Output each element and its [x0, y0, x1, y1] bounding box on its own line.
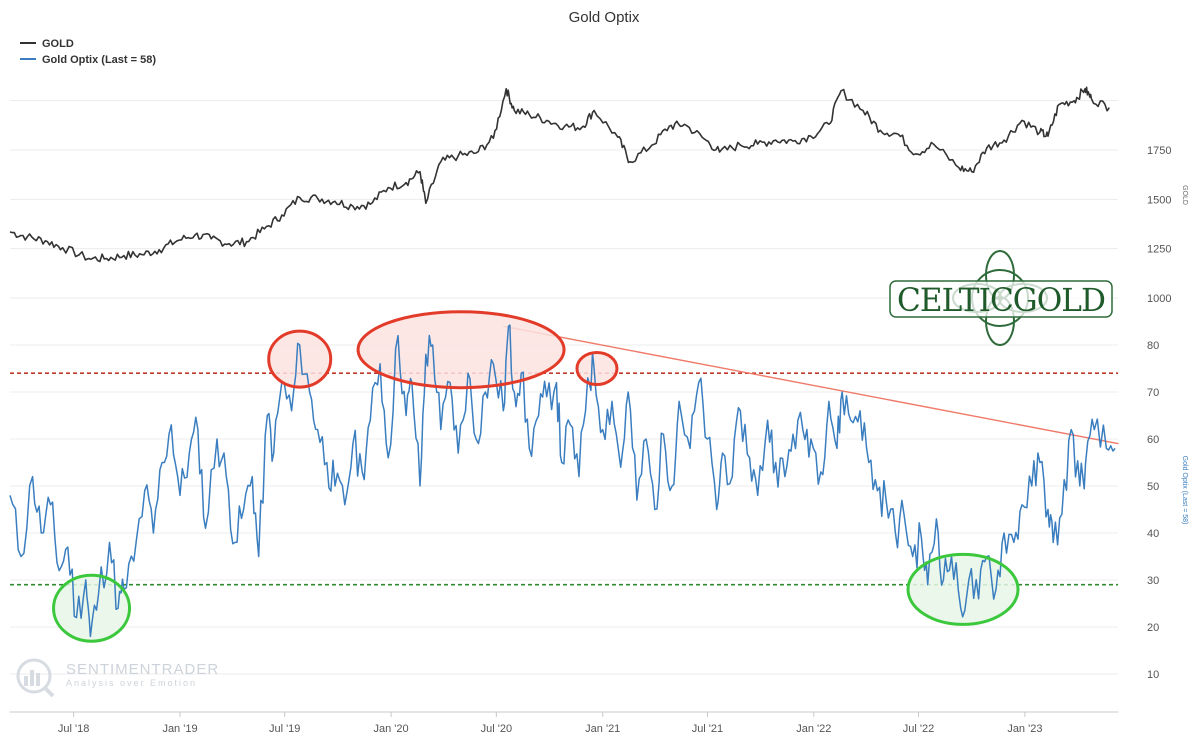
legend: GOLD Gold Optix (Last = 58): [20, 38, 156, 66]
grid-lines: [10, 100, 1118, 675]
x-tick-label: Jan '19: [162, 723, 197, 735]
watermark-logo-icon: [16, 658, 55, 698]
x-tick-label: Jan '20: [374, 723, 409, 735]
oversold-ellipse: [52, 573, 132, 643]
x-axis: Jul '18 Jan '19 Jul '19 Jan '20 Jul '20 Jan '…: [10, 711, 1118, 735]
legend-optix-label: Gold Optix (Last = 58): [42, 54, 156, 66]
optix-tick-label: 80: [1147, 340, 1159, 352]
gold-tick-label: 1000: [1147, 293, 1171, 305]
highlight-ellipse-outlines: [52, 310, 1020, 643]
gold-axis-title: GOLD: [1181, 185, 1188, 205]
overbought-ellipse: [356, 310, 566, 390]
gold-optix-line: [9, 324, 1116, 638]
optix-tick-label: 40: [1147, 528, 1159, 540]
optix-tick-label: 60: [1147, 434, 1159, 446]
watermark-brand: SENTIMENTRADER: [66, 661, 219, 678]
x-tick-label: Jul '21: [692, 723, 723, 735]
overbought-ellipse: [267, 329, 333, 389]
optix-tick-label: 70: [1147, 387, 1159, 399]
x-tick-label: Jul '20: [481, 723, 512, 735]
optix-tick-label: 50: [1147, 481, 1159, 493]
gold-tick-label: 1500: [1147, 194, 1171, 206]
gold-price-line: [9, 86, 1110, 263]
overbought-ellipse-fill: [358, 311, 565, 388]
gold-tick-label: 1250: [1147, 244, 1171, 256]
optix-tick-label: 20: [1147, 622, 1159, 634]
overbought-ellipse-fill: [268, 331, 331, 388]
trend-line: [503, 325, 1119, 445]
y-axis-ticks: 1000 1250 1500 1750 10 20 30 40 50 60 70 80: [1147, 145, 1171, 681]
resistance-trend-line: [503, 325, 1119, 445]
oversold-ellipse: [906, 552, 1020, 626]
x-tick-label: Jul '22: [903, 723, 934, 735]
watermark-tagline: Analysis over Emotion: [66, 678, 197, 688]
x-tick-label: Jan '22: [796, 723, 831, 735]
highlight-ellipse-fills: [53, 311, 1019, 642]
legend-gold-label: GOLD: [42, 38, 74, 50]
optix-axis-title: Gold Optix (Last = 58): [1181, 456, 1188, 525]
x-tick-label: Jan '21: [585, 723, 620, 735]
logo-text: CELTICGOLD: [897, 281, 1105, 319]
x-tick-label: Jan '23: [1007, 723, 1042, 735]
reference-lines: [10, 372, 1118, 586]
optix-tick-label: 30: [1147, 575, 1159, 587]
overbought-ellipse: [575, 351, 619, 386]
x-tick-label: Jul '18: [58, 723, 89, 735]
optix-tick-label: 10: [1147, 669, 1159, 681]
logo-frame: [889, 280, 1113, 318]
overbought-ellipse-fill: [576, 352, 617, 385]
series-lines: [9, 86, 1116, 638]
celticgold-logo: CELTICGOLD: [889, 250, 1113, 346]
chart-title: Gold Optix: [569, 9, 640, 26]
gold-tick-label: 1750: [1147, 145, 1171, 157]
x-tick-label: Jul '19: [269, 723, 300, 735]
sentimentrader-watermark: SENTIMENTRADER Analysis over Emotion: [16, 658, 219, 698]
